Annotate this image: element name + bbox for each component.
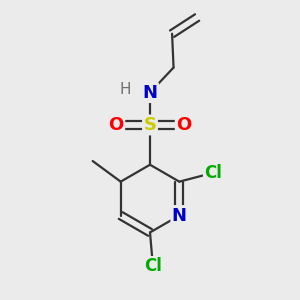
Text: Cl: Cl bbox=[204, 164, 222, 182]
Text: Cl: Cl bbox=[144, 257, 162, 275]
Text: N: N bbox=[172, 206, 187, 224]
Text: N: N bbox=[142, 84, 158, 102]
Text: H: H bbox=[119, 82, 131, 97]
Text: S: S bbox=[143, 116, 157, 134]
Text: O: O bbox=[109, 116, 124, 134]
Text: O: O bbox=[176, 116, 191, 134]
